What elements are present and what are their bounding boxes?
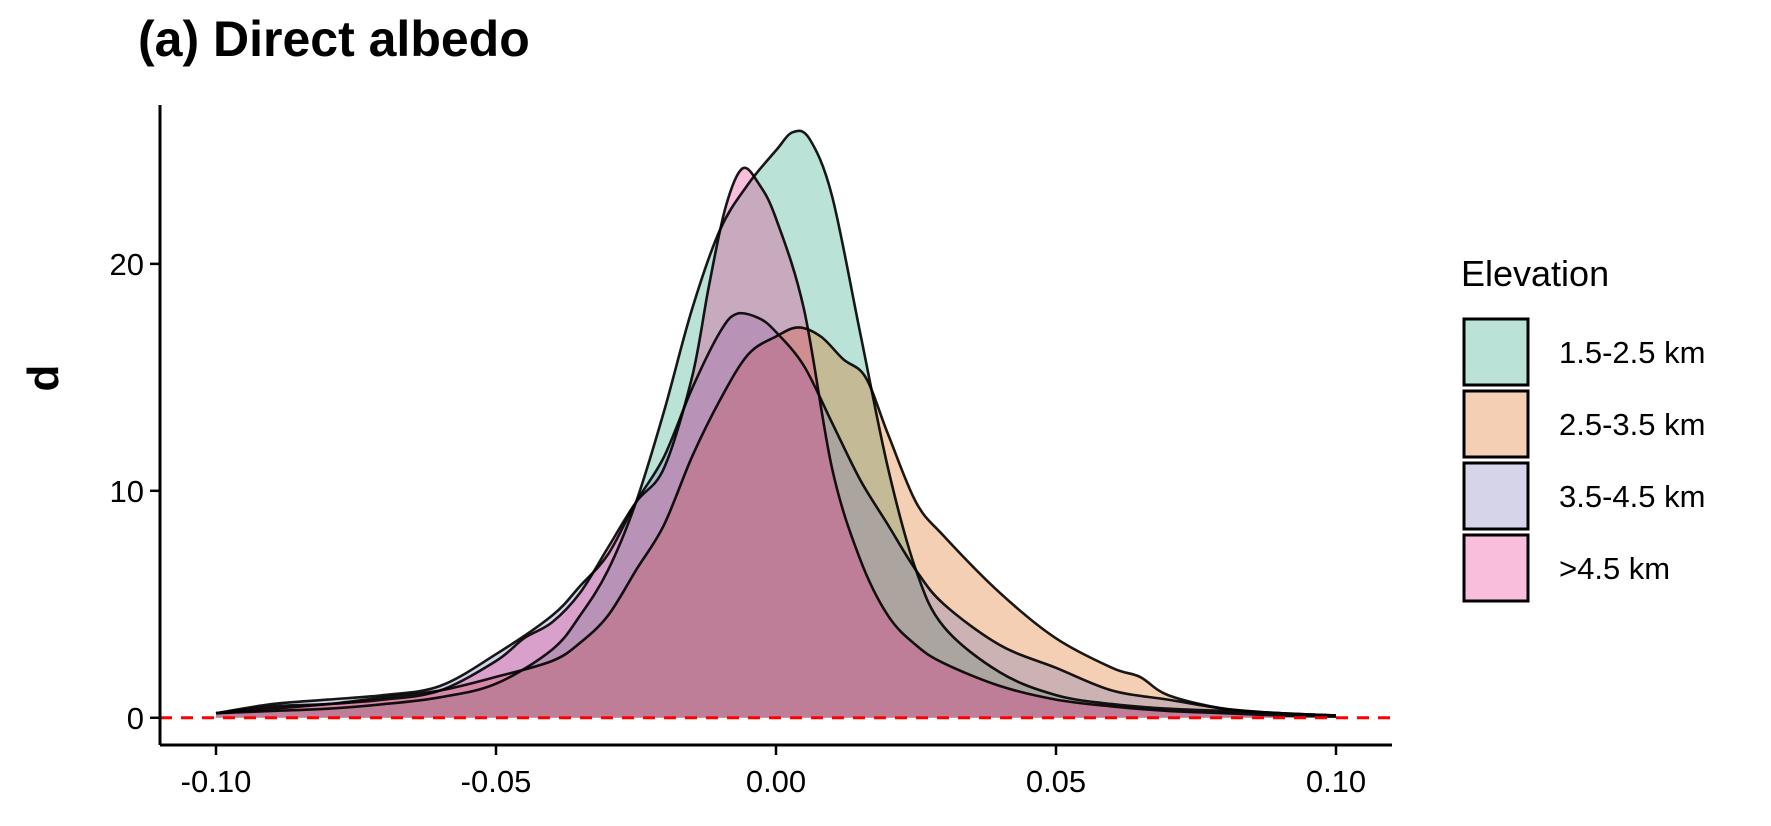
density-area-3-5-4-5-km — [216, 313, 1336, 718]
x-tick-label: -0.10 — [181, 764, 252, 799]
legend-item-2-5-3-5-km: 2.5-3.5 km — [1462, 389, 1705, 459]
density-line-1-5-2-5-km — [215, 129, 1337, 717]
chart-title: (a) Direct albedo — [138, 11, 530, 67]
density-line-3-5-4-5-km — [215, 311, 1337, 717]
legend-key-background — [1463, 462, 1529, 530]
legend-key-background — [1463, 390, 1529, 458]
legend-item-3-5-4-5-km: 3.5-4.5 km — [1462, 461, 1705, 531]
x-tick-label: 0.10 — [1306, 764, 1366, 799]
density-area-1-5-2-5-km — [216, 130, 1336, 718]
legend-key-background — [1463, 318, 1529, 386]
legend: Elevation 1.5-2.5 km 2.5-3.5 km 3.5-4.5 km… — [1461, 253, 1705, 603]
legend-items: 1.5-2.5 km 2.5-3.5 km 3.5-4.5 km >4.5 km — [1462, 317, 1705, 603]
legend-swatch — [1462, 461, 1530, 531]
y-tick-label: 0 — [127, 701, 144, 736]
y-axis-label: d — [19, 365, 68, 392]
legend-key-background — [1463, 534, 1529, 602]
y-tick-label: 10 — [110, 474, 144, 509]
x-tick-label: -0.05 — [461, 764, 532, 799]
y-tick-label: 20 — [110, 247, 144, 282]
density-line-2-5-3-5-km — [215, 326, 1337, 717]
x-tick-label: 0.00 — [746, 764, 806, 799]
density-line-above-4-5-km — [215, 166, 1337, 718]
density-outlines-layer — [215, 129, 1337, 718]
legend-label: 3.5-4.5 km — [1559, 479, 1705, 514]
legend-swatch — [1462, 389, 1530, 459]
legend-title: Elevation — [1461, 253, 1609, 294]
legend-label: 1.5-2.5 km — [1559, 335, 1705, 370]
x-tick-label: 0.05 — [1026, 764, 1086, 799]
legend-item-1-5-2-5-km: 1.5-2.5 km — [1462, 317, 1705, 387]
density-areas-layer — [216, 130, 1336, 718]
density-area-above-4-5-km — [216, 167, 1336, 718]
density-area-2-5-3-5-km — [216, 327, 1336, 718]
y-ticks-layer: 0 10 20 — [110, 247, 160, 736]
legend-swatch — [1462, 317, 1530, 387]
legend-label: 2.5-3.5 km — [1559, 407, 1705, 442]
legend-label: >4.5 km — [1559, 551, 1670, 586]
legend-swatch — [1462, 533, 1530, 603]
x-ticks-layer: -0.10 -0.05 0.00 0.05 0.10 — [181, 745, 1366, 799]
legend-item-above-4-5-km: >4.5 km — [1462, 533, 1670, 603]
